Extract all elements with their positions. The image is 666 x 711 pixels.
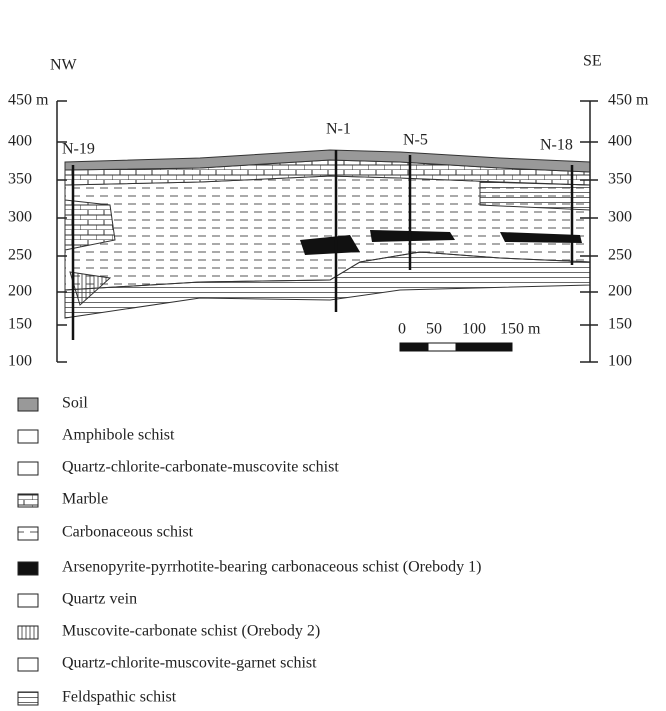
left-axis-label: 300 — [8, 209, 32, 226]
legend-label: Muscovite-carbonate schist (Orebody 2) — [62, 623, 320, 640]
left-axis-label: 250 — [8, 247, 32, 264]
legend-swatch — [18, 594, 38, 607]
legend-label: Marble — [62, 491, 108, 508]
legend-label: Soil — [62, 395, 88, 412]
diagram: NW SE 450 m 450 m 400 400 350 350 300 300 250 250 20… — [0, 0, 666, 711]
legend-swatch — [18, 398, 38, 411]
left-axis-label: 150 — [8, 316, 32, 333]
scale-label: 0 — [398, 321, 406, 338]
scale-label: 100 — [462, 321, 486, 338]
left-axis-label: 450 m — [8, 92, 49, 109]
legend-swatch — [18, 692, 38, 705]
direction-label: NW — [50, 57, 78, 74]
well-label: N-19 — [62, 141, 95, 158]
right-axis-label: 350 — [608, 171, 632, 188]
legend-swatch — [18, 527, 38, 540]
scale-bar — [400, 343, 512, 351]
scale-label: 50 — [426, 321, 442, 338]
legend-swatch — [18, 430, 38, 443]
well-label: N-18 — [540, 137, 573, 154]
well-label: N-5 — [403, 132, 428, 149]
legend-swatches — [18, 398, 38, 705]
scale-label: 150 m — [500, 321, 541, 338]
legend-swatch — [18, 626, 38, 639]
left-axis-label: 200 — [8, 283, 32, 300]
legend-label: Amphibole schist — [62, 427, 175, 444]
legend-swatch — [18, 658, 38, 671]
legend-swatch — [18, 494, 38, 507]
right-axis-label: 250 — [608, 247, 632, 264]
direction-label: SE — [583, 53, 602, 70]
legend-label: Quartz-chlorite-muscovite-garnet schist — [62, 655, 317, 672]
left-axis-label: 400 — [8, 133, 32, 150]
legend-swatch — [18, 562, 38, 575]
legend-label: Arsenopyrite-pyrrhotite-bearing carbonac… — [62, 559, 481, 576]
legend-label: Feldspathic schist — [62, 689, 177, 706]
legend-label: Quartz vein — [62, 591, 137, 608]
right-axis-label: 300 — [608, 209, 632, 226]
right-axis-label: 450 m — [608, 92, 649, 109]
cross-section — [65, 150, 590, 340]
right-axis-label: 100 — [608, 353, 632, 370]
legend-swatch — [18, 462, 38, 475]
right-axis-label: 200 — [608, 283, 632, 300]
left-axis-label: 100 — [8, 353, 32, 370]
legend-label: Carbonaceous schist — [62, 524, 194, 541]
well-label: N-1 — [326, 121, 351, 138]
left-axis-label: 350 — [8, 171, 32, 188]
right-axis-label: 400 — [608, 133, 632, 150]
right-axis-label: 150 — [608, 316, 632, 333]
legend-label: Quartz-chlorite-carbonate-muscovite schi… — [62, 459, 339, 476]
